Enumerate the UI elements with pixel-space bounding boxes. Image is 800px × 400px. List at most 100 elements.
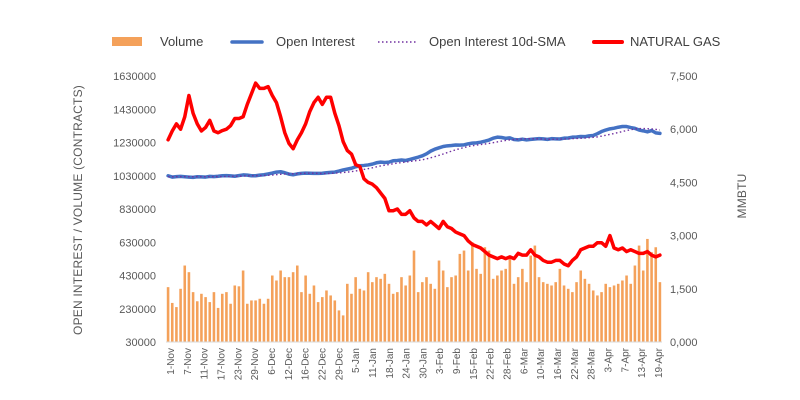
- y-right-tick-label: 4,500: [670, 177, 698, 189]
- volume-bar: [200, 293, 203, 342]
- volume-bar: [616, 283, 620, 342]
- legend-item-oi-sma: Open Interest 10d-SMA: [378, 34, 566, 49]
- volume-bar: [250, 300, 253, 342]
- legend-label-volume: Volume: [160, 34, 203, 49]
- volume-bar: [245, 303, 249, 342]
- y-right-tick-label: 0,000: [670, 337, 698, 349]
- volume-bars: [166, 238, 662, 343]
- x-tick-label: 28-Feb: [503, 348, 514, 380]
- volume-bar: [566, 288, 570, 342]
- volume-bar: [508, 258, 512, 343]
- volume-bar: [341, 315, 345, 342]
- volume-bar: [229, 303, 232, 342]
- volume-bar: [237, 286, 241, 342]
- x-tick-label: 6-Dec: [267, 348, 278, 375]
- x-tick-label: 30-Jan: [418, 348, 429, 379]
- volume-bar: [525, 282, 528, 342]
- legend-item-open-interest: Open Interest: [230, 34, 355, 49]
- x-tick-label: 1-Nov: [166, 348, 177, 375]
- volume-bar: [500, 270, 503, 342]
- volume-bar: [654, 247, 658, 342]
- volume-bar: [362, 290, 366, 342]
- volume-bar: [458, 253, 462, 342]
- volume-bar: [387, 283, 391, 342]
- x-tick-label: 29-Dec: [334, 348, 345, 380]
- volume-bar: [462, 250, 466, 342]
- volume-bar: [429, 283, 432, 342]
- x-tick-label: 10-Mar: [536, 347, 547, 379]
- volume-bar: [346, 283, 349, 342]
- volume-bar: [166, 287, 170, 342]
- volume-bar: [591, 290, 595, 342]
- volume-bar: [454, 275, 457, 342]
- volume-bar: [433, 288, 437, 342]
- volume-bar: [404, 285, 407, 342]
- volume-bar: [212, 292, 216, 343]
- x-tick-label: 22-Dec: [317, 348, 328, 380]
- volume-bar: [275, 280, 278, 342]
- volume-bar: [504, 268, 507, 342]
- volume-bar: [220, 293, 224, 342]
- x-tick-label: 17-Nov: [216, 348, 227, 380]
- volume-bar: [258, 298, 262, 342]
- volume-bar: [496, 275, 499, 342]
- series-line-natural-gas: [166, 81, 662, 268]
- x-tick-label: 11-Jan: [368, 348, 379, 378]
- volume-bar: [629, 283, 633, 342]
- y-left-tick-label: 830000: [119, 204, 156, 216]
- series-line-open-interest: [166, 124, 662, 180]
- volume-bar: [491, 278, 495, 342]
- volume-bar: [446, 287, 449, 342]
- x-axis: 1-Nov 7-Nov 11-Nov 17-Nov 23-Nov 29-Nov 6-Dec 1…: [166, 347, 665, 380]
- volume-bar: [471, 242, 474, 342]
- volume-bar: [558, 268, 562, 342]
- volume-bar: [283, 277, 287, 342]
- volume-bar: [358, 288, 362, 342]
- legend-label-oi-sma: Open Interest 10d-SMA: [429, 34, 566, 49]
- volume-bar: [337, 310, 341, 342]
- x-tick-label: 3-Apr: [604, 347, 615, 372]
- volume-bar: [391, 293, 395, 342]
- volume-bar: [366, 272, 370, 342]
- volume-bar: [400, 277, 403, 342]
- volume-bar: [537, 277, 541, 342]
- volume-bar: [641, 270, 645, 342]
- x-tick-label: 11-Nov: [200, 348, 211, 380]
- volume-bar: [208, 302, 212, 342]
- volume-bar: [646, 238, 649, 342]
- x-tick-label: 23-Nov: [233, 348, 244, 380]
- volume-bar: [296, 265, 299, 342]
- volume-bar: [354, 277, 357, 342]
- y-left-tick-label: 1030000: [113, 171, 156, 183]
- y-axis-left-title: OPEN INTEREST / VOLUME (CONTRACTS): [71, 85, 85, 335]
- volume-bar: [350, 293, 353, 342]
- volume-bar: [441, 270, 445, 342]
- x-tick-label: 29-Nov: [250, 348, 261, 380]
- volume-bar: [416, 292, 420, 343]
- volume-bar: [183, 265, 187, 342]
- y-left-tick-label: 630000: [119, 237, 156, 249]
- volume-bar: [170, 302, 174, 342]
- series-lines: [166, 81, 662, 268]
- legend-label-natural-gas: NATURAL GAS: [630, 34, 721, 49]
- volume-bar: [579, 270, 583, 342]
- y-left-tick-label: 1230000: [113, 138, 156, 150]
- volume-bar: [233, 285, 237, 342]
- volume-bar: [279, 270, 282, 342]
- volume-bar: [308, 293, 312, 342]
- volume-bar: [541, 282, 545, 342]
- volume-bar: [521, 268, 524, 342]
- volume-bar: [466, 270, 470, 342]
- volume-bar: [475, 268, 478, 342]
- y-axis-right-title: MMBTU: [735, 174, 749, 219]
- volume-bar: [608, 287, 612, 342]
- volume-bar: [195, 301, 199, 342]
- x-tick-label: 7-Apr: [620, 347, 631, 372]
- y-left-tick-label: 1630000: [113, 71, 156, 83]
- x-tick-label: 7-Nov: [183, 348, 194, 375]
- volume-bar: [583, 278, 587, 342]
- x-tick-label: 18-Jan: [385, 348, 396, 379]
- volume-bar: [262, 303, 266, 342]
- volume-bar: [450, 277, 453, 342]
- volume-bar: [179, 288, 182, 342]
